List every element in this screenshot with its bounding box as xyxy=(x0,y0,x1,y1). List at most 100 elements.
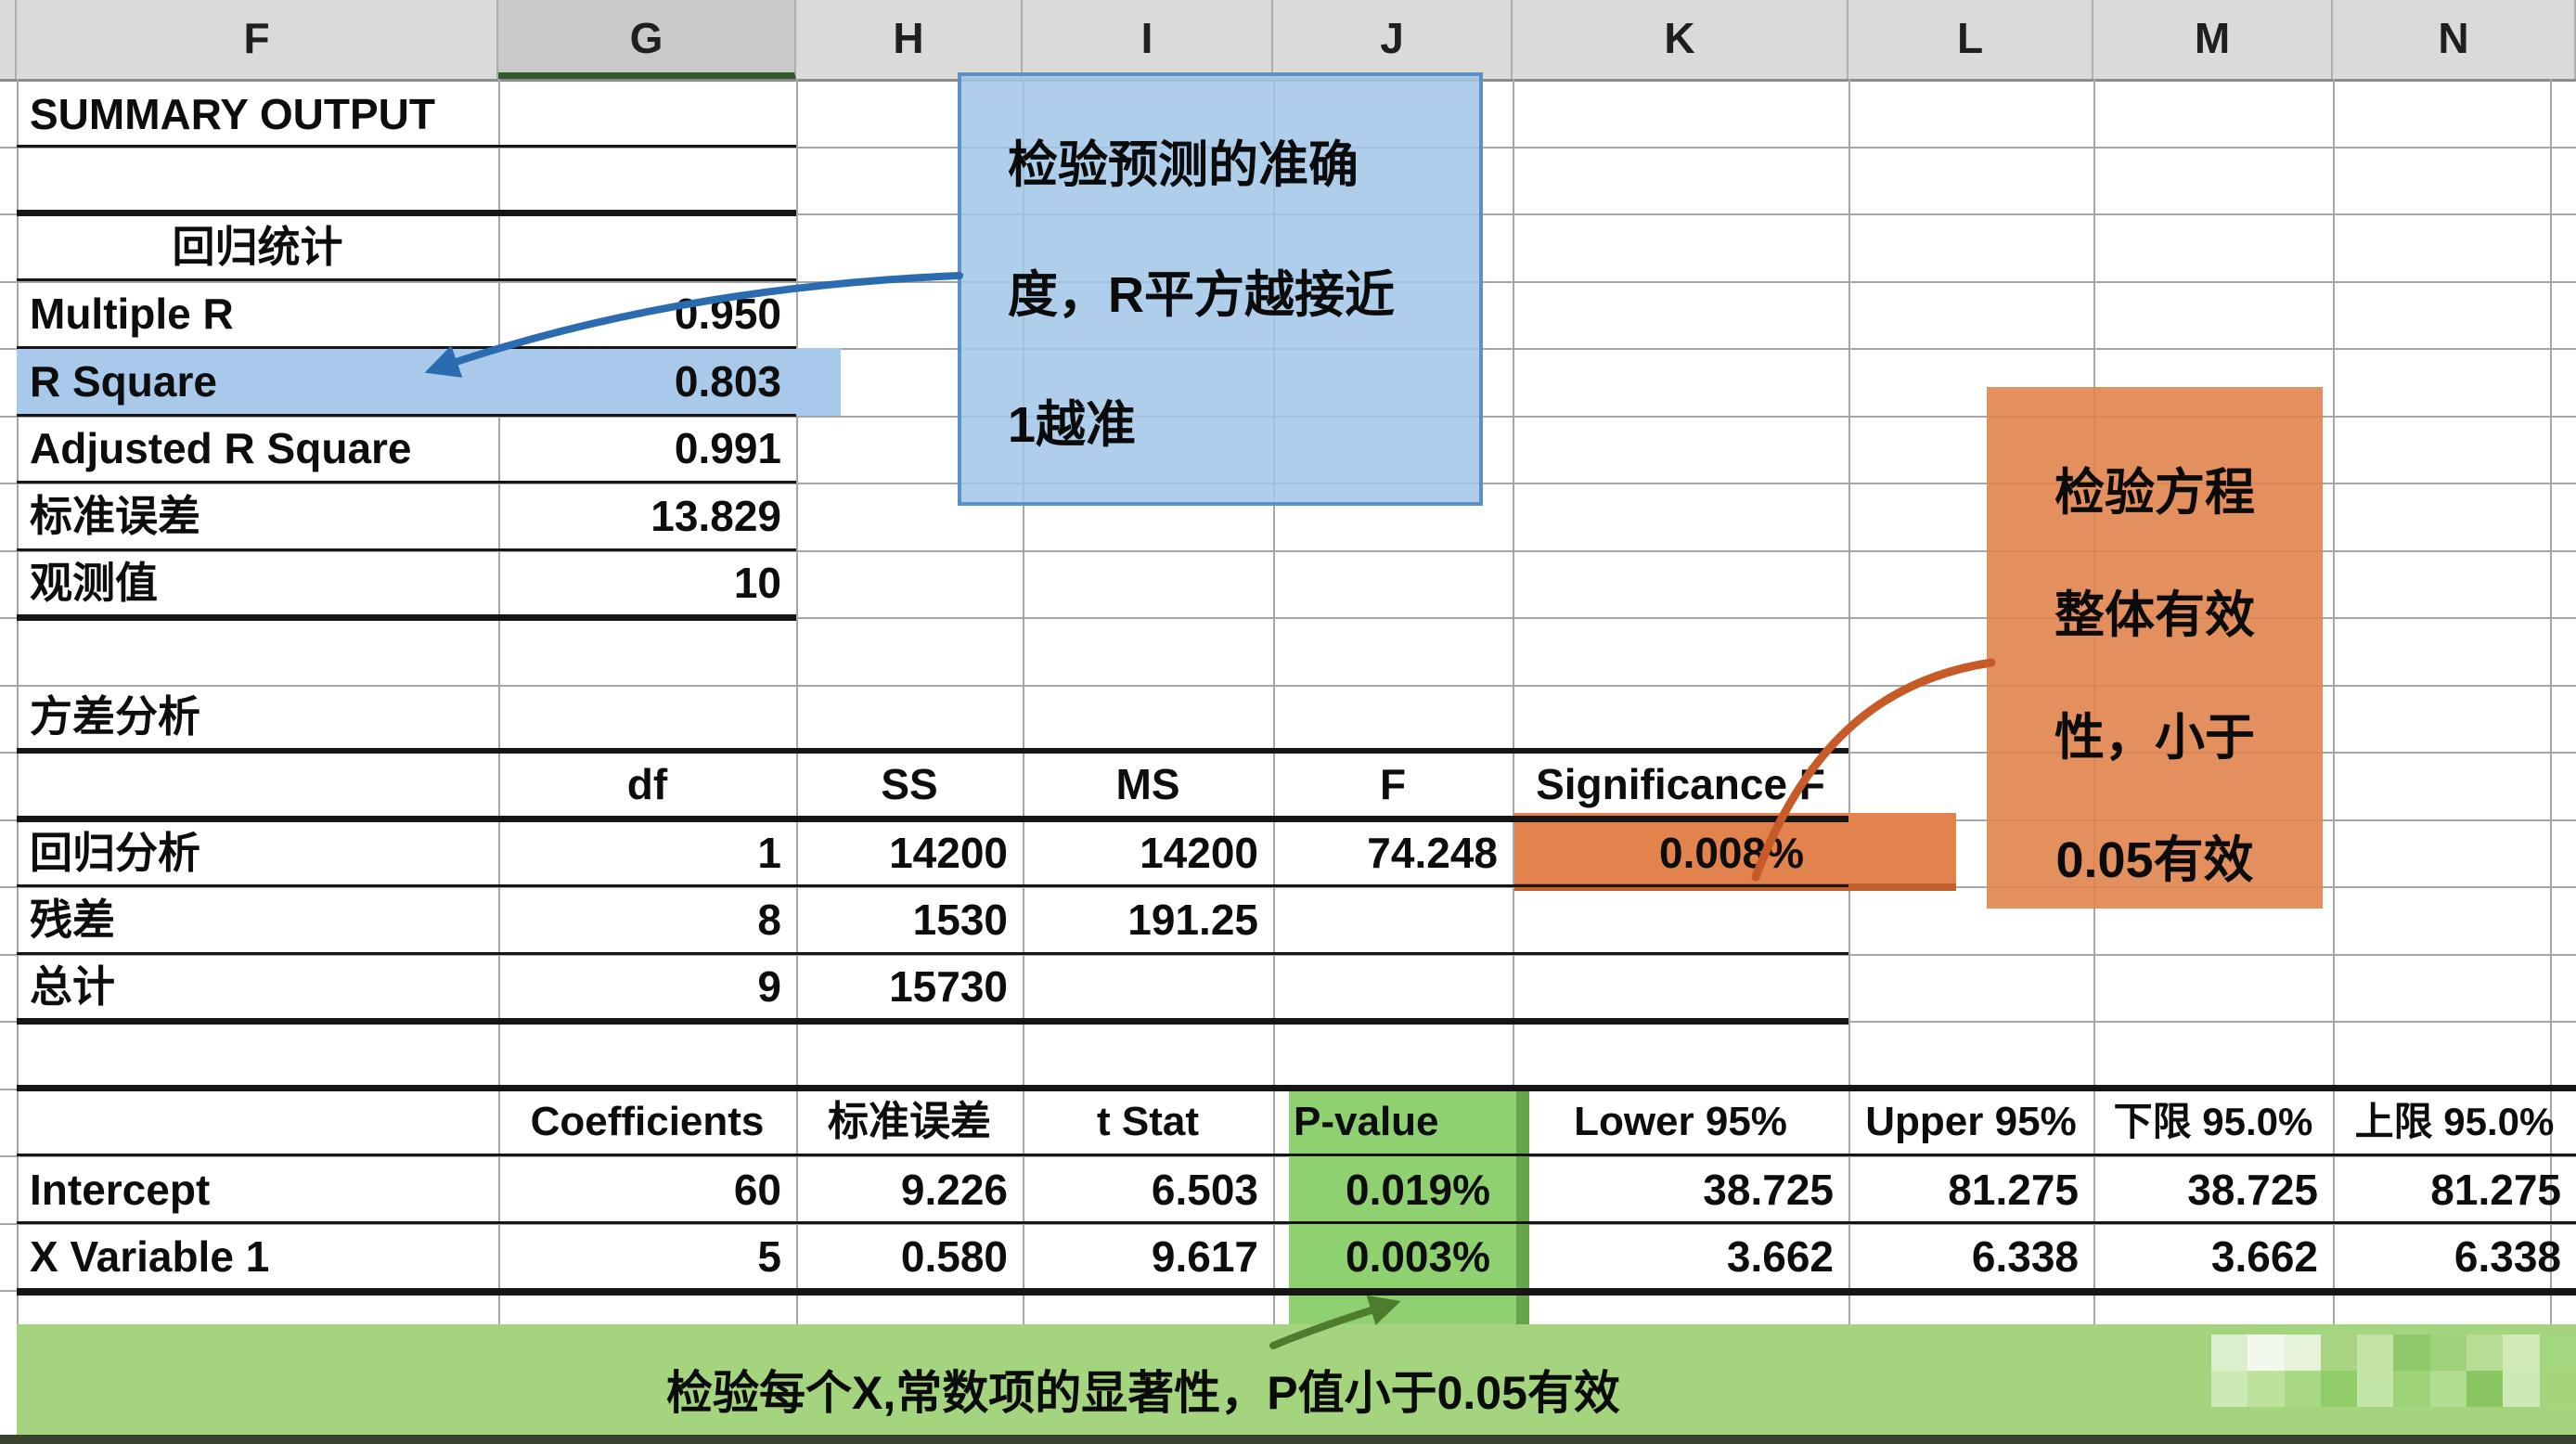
cell-coef-header-stderr[interactable]: 标准误差 xyxy=(828,1099,991,1144)
table-border xyxy=(17,346,796,349)
mosaic-block xyxy=(2211,1334,2248,1371)
cell-std-error-value[interactable]: 13.829 xyxy=(650,492,781,540)
cell-anova-header-ss[interactable]: SS xyxy=(881,760,938,808)
cell-xvar1-lower950[interactable]: 3.662 xyxy=(2210,1232,2318,1281)
table-border xyxy=(17,748,1848,754)
cell-r-square-label[interactable]: R Square xyxy=(30,357,217,406)
cell-anova-total-label[interactable]: 总计 xyxy=(30,962,115,1011)
cell-coef-header-tstat[interactable]: t Stat xyxy=(1097,1099,1199,1144)
cell-std-error-label[interactable]: 标准误差 xyxy=(30,492,200,540)
cell-intercept-pvalue[interactable]: 0.019% xyxy=(1345,1166,1490,1214)
cell-anova-header-f[interactable]: F xyxy=(1379,760,1407,808)
table-border xyxy=(17,548,796,551)
mosaic-block xyxy=(2503,1371,2540,1407)
column-header-n[interactable]: N xyxy=(2333,0,2576,79)
cell-xvar1-pvalue[interactable]: 0.003% xyxy=(1345,1232,1490,1281)
table-border xyxy=(17,816,1848,822)
cell-anova-residual-ss[interactable]: 1530 xyxy=(912,896,1008,944)
gridline xyxy=(0,954,2576,956)
table-border xyxy=(17,414,796,417)
cell-anova-regression-ms[interactable]: 14200 xyxy=(1140,829,1258,877)
cell-intercept-upper950[interactable]: 81.275 xyxy=(2430,1166,2561,1214)
column-header-h[interactable]: H xyxy=(796,0,1023,79)
gridline xyxy=(0,1223,2576,1225)
cell-xvar1-upper950[interactable]: 6.338 xyxy=(2454,1232,2561,1281)
gridline xyxy=(1273,79,1275,1324)
cell-coef-header-upper95[interactable]: Upper 95% xyxy=(1865,1099,2077,1144)
table-border xyxy=(17,145,796,148)
cell-multiple-r-label[interactable]: Multiple R xyxy=(30,290,234,338)
mosaic-block xyxy=(2467,1334,2504,1371)
cell-anova-header-sigf[interactable]: Significance F xyxy=(1536,760,1825,808)
cell-coef-header-pvalue[interactable]: P-value xyxy=(1294,1099,1439,1144)
cell-xvar1-stderr[interactable]: 0.580 xyxy=(900,1232,1008,1281)
cell-anova-title[interactable]: 方差分析 xyxy=(30,692,200,741)
cell-xvar1-upper95[interactable]: 6.338 xyxy=(1971,1232,2079,1281)
cell-multiple-r-value[interactable]: 0.950 xyxy=(674,290,781,338)
mosaic-block xyxy=(2248,1334,2285,1371)
gridline xyxy=(0,685,2576,687)
mosaic-block xyxy=(2284,1334,2321,1371)
column-header-g[interactable]: G xyxy=(498,0,796,79)
column-header-m[interactable]: M xyxy=(2093,0,2333,79)
column-header-j[interactable]: J xyxy=(1273,0,1513,79)
cell-intercept-upper95[interactable]: 81.275 xyxy=(1948,1166,2079,1214)
mosaic-block xyxy=(2429,1334,2467,1371)
cell-observations-value[interactable]: 10 xyxy=(733,559,781,607)
column-header-f[interactable]: F xyxy=(17,0,498,79)
mosaic-block xyxy=(2393,1371,2430,1407)
cell-intercept-lower950[interactable]: 38.725 xyxy=(2187,1166,2318,1214)
column-header-l[interactable]: L xyxy=(1848,0,2093,79)
column-header-k[interactable]: K xyxy=(1513,0,1848,79)
cell-adj-r-square-value[interactable]: 0.991 xyxy=(674,424,781,472)
gridline xyxy=(498,79,500,1324)
cell-coef-header-lower950[interactable]: 下限 95.0% xyxy=(2113,1100,2313,1143)
cell-intercept-coefficient[interactable]: 60 xyxy=(733,1166,781,1214)
cell-anova-regression-df[interactable]: 1 xyxy=(757,829,781,877)
green-banner: 检验每个X,常数项的显著性，P值小于0.05有效 xyxy=(17,1324,2576,1435)
table-border xyxy=(17,1221,2576,1224)
table-border xyxy=(17,1018,1848,1025)
cell-anova-total-ss[interactable]: 15730 xyxy=(889,962,1008,1011)
green-banner-text: 检验每个X,常数项的显著性，P值小于0.05有效 xyxy=(666,1367,1620,1419)
mosaic-block xyxy=(2211,1371,2248,1407)
cell-xvar1-tstat[interactable]: 9.617 xyxy=(1151,1232,1258,1281)
cell-coef-header-upper950[interactable]: 上限 95.0% xyxy=(2354,1100,2555,1143)
cell-title[interactable]: SUMMARY OUTPUT xyxy=(30,90,435,138)
column-header-i[interactable]: I xyxy=(1023,0,1273,79)
cell-intercept-label[interactable]: Intercept xyxy=(30,1166,211,1214)
cell-intercept-stderr[interactable]: 9.226 xyxy=(900,1166,1008,1214)
cell-anova-header-df[interactable]: df xyxy=(626,760,668,808)
cell-anova-total-df[interactable]: 9 xyxy=(757,962,781,1011)
blue-note-box[interactable]: 检验预测的准确 度，R平方越接近 1越准 xyxy=(958,72,1483,506)
cell-anova-regression-f[interactable]: 74.248 xyxy=(1367,829,1498,877)
row-header-corner[interactable] xyxy=(0,0,17,79)
orange-note-box[interactable]: 检验方程 整体有效 性，小于 0.05有效 xyxy=(1987,387,2323,909)
gridline xyxy=(2550,79,2552,1324)
cell-anova-regression-ss[interactable]: 14200 xyxy=(889,829,1008,877)
gridline xyxy=(1023,79,1024,1324)
cell-regstats-header[interactable]: 回归统计 xyxy=(172,223,343,271)
cell-xvar1-label[interactable]: X Variable 1 xyxy=(30,1232,270,1281)
cell-xvar1-coefficient[interactable]: 5 xyxy=(757,1232,781,1281)
gridline xyxy=(0,886,2576,888)
cell-xvar1-lower95[interactable]: 3.662 xyxy=(1726,1232,1834,1281)
cell-anova-header-ms[interactable]: MS xyxy=(1115,760,1180,808)
cell-observations-label[interactable]: 观测值 xyxy=(30,559,158,607)
cell-adj-r-square-label[interactable]: Adjusted R Square xyxy=(30,424,412,472)
cell-intercept-tstat[interactable]: 6.503 xyxy=(1151,1166,1258,1214)
cell-coef-header-coefficients[interactable]: Coefficients xyxy=(530,1099,765,1144)
mosaic-block xyxy=(2284,1371,2321,1407)
cell-anova-residual-df[interactable]: 8 xyxy=(757,896,781,944)
cell-r-square-value[interactable]: 0.803 xyxy=(674,357,781,406)
mosaic-block xyxy=(2357,1371,2394,1407)
cell-anova-regression-label[interactable]: 回归分析 xyxy=(30,829,200,877)
cell-coef-header-lower95[interactable]: Lower 95% xyxy=(1574,1099,1787,1144)
cell-anova-regression-sigf[interactable]: 0.008% xyxy=(1658,829,1804,877)
cell-anova-residual-label[interactable]: 残差 xyxy=(30,896,115,944)
table-border xyxy=(17,952,1848,955)
bottom-edge-strip xyxy=(0,1435,2576,1444)
cell-intercept-lower95[interactable]: 38.725 xyxy=(1703,1166,1834,1214)
cell-anova-residual-ms[interactable]: 191.25 xyxy=(1127,896,1258,944)
